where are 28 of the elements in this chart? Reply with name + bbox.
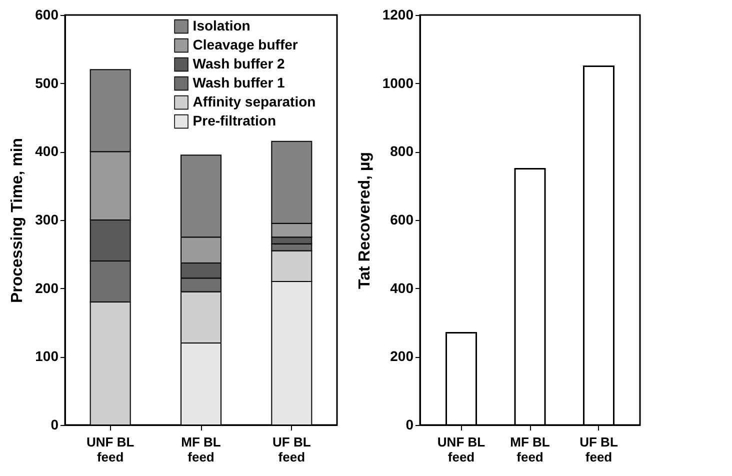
y-tick-label: 0 — [50, 416, 59, 432]
y-tick-label: 400 — [35, 143, 59, 160]
y-tick-label: 100 — [35, 348, 59, 364]
legend-label: Isolation — [192, 18, 250, 34]
y-tick-label: 1200 — [382, 6, 414, 22]
x-tick-label: UNF BL feed — [86, 434, 134, 464]
y-tick-label: 200 — [35, 280, 59, 296]
legend-label: Wash buffer 1 — [192, 74, 286, 90]
x-tick-label: MF BL feed — [181, 434, 221, 464]
x-tick-label: UF BL feed — [272, 434, 311, 464]
y-axis-title: Processing Time, min — [9, 138, 26, 304]
x-tick-label: MF BL feed — [510, 434, 550, 464]
x-tick-label: UNF BL feed — [437, 434, 486, 464]
y-tick-label: 200 — [390, 348, 414, 364]
legend-label: Cleavage buffer — [192, 36, 298, 52]
y-tick-label: 0 — [406, 416, 414, 432]
y-tick-label: 500 — [35, 74, 59, 91]
y-tick-label: 600 — [35, 6, 59, 22]
y-tick-label: 600 — [390, 212, 414, 228]
y-axis-title: Tat Recovered, µg — [356, 152, 374, 289]
x-tick-label: UF BL feed — [580, 434, 618, 464]
y-tick-label: 800 — [390, 143, 414, 160]
legend-label: Affinity separation — [192, 94, 316, 110]
y-tick-label: 400 — [390, 280, 414, 296]
y-tick-label: 1000 — [382, 74, 414, 91]
legend-label: Wash buffer 2 — [192, 56, 286, 72]
y-tick-label: 300 — [35, 212, 59, 228]
legend-label: Pre-filtration — [192, 112, 276, 128]
